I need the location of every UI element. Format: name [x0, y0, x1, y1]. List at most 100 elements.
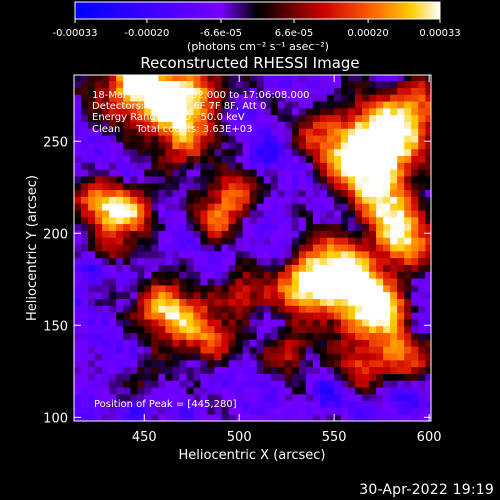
heatmap-cell	[333, 312, 342, 320]
heatmap-cell	[270, 216, 279, 225]
heatmap-cell	[305, 243, 314, 252]
heatmap-cell	[256, 134, 265, 143]
heatmap-cell	[81, 352, 89, 361]
heatmap-cell	[277, 196, 286, 204]
heatmap-cell	[376, 128, 384, 136]
heatmap-cell	[144, 332, 152, 340]
heatmap-cell	[116, 169, 124, 177]
heatmap-cell	[74, 400, 82, 408]
heatmap-cell	[221, 325, 230, 334]
heatmap-cell	[81, 271, 89, 279]
heatmap-cell	[172, 216, 180, 225]
heatmap-cell	[249, 332, 258, 340]
heatmap-cell	[74, 257, 82, 265]
heatmap-cell	[284, 257, 293, 265]
heatmap-cell	[116, 114, 124, 122]
heatmap-cell	[193, 291, 202, 300]
heatmap-cell	[277, 277, 286, 286]
heatmap-cell	[74, 209, 82, 218]
heatmap-cell	[355, 393, 363, 402]
heatmap-cell	[109, 264, 117, 272]
heatmap-cell	[95, 346, 103, 354]
heatmap-cell	[376, 114, 384, 122]
heatmap-cell	[418, 196, 426, 204]
heatmap-cell	[326, 189, 335, 197]
heatmap-cell	[158, 155, 166, 163]
heatmap-cell	[425, 352, 431, 361]
heatmap-cell	[235, 325, 244, 334]
heatmap-cell	[179, 80, 188, 88]
heatmap-cell	[109, 298, 117, 306]
heatmap-cell	[123, 155, 131, 163]
heatmap-cell	[151, 196, 159, 204]
heatmap-cell	[207, 175, 216, 184]
heatmap-cell	[193, 237, 202, 245]
heatmap-cell	[186, 100, 195, 109]
heatmap-cell	[158, 223, 166, 231]
heatmap-cell	[256, 114, 265, 122]
heatmap-cell	[179, 155, 188, 163]
heatmap-cell	[256, 359, 265, 368]
heatmap-cell	[270, 298, 279, 306]
heatmap-cell	[277, 366, 286, 374]
heatmap-cell	[165, 393, 173, 402]
heatmap-cell	[123, 237, 131, 245]
heatmap-cell	[144, 114, 152, 122]
heatmap-cell	[130, 386, 138, 395]
heatmap-cell	[228, 100, 237, 109]
heatmap-cell	[109, 196, 117, 204]
heatmap-cell	[256, 243, 265, 252]
heatmap-cell	[291, 216, 300, 225]
heatmap-cell	[207, 243, 216, 252]
heatmap-cell	[362, 298, 370, 306]
heatmap-cell	[186, 223, 195, 231]
heatmap-cell	[95, 114, 103, 122]
heatmap-cell	[291, 141, 300, 150]
heatmap-cell	[390, 380, 398, 388]
heatmap-cell	[179, 414, 188, 421]
heatmap-cell	[228, 257, 237, 265]
heatmap-cell	[102, 87, 110, 95]
heatmap-cell	[95, 393, 103, 402]
heatmap-cell	[390, 257, 398, 265]
heatmap-cell	[200, 75, 209, 82]
colorbar-tick-label: 0.00033	[419, 28, 460, 39]
heatmap-cell	[242, 284, 251, 293]
heatmap-cell	[270, 94, 279, 102]
heatmap-cell	[207, 366, 216, 374]
heatmap-cell	[355, 121, 363, 129]
heatmap-cell	[298, 128, 307, 136]
heatmap-cell	[102, 339, 110, 347]
heatmap-cell	[340, 312, 349, 320]
heatmap-cell	[277, 100, 286, 109]
heatmap-cell	[186, 291, 195, 300]
heatmap-cell	[298, 87, 307, 95]
heatmap-cell	[130, 175, 138, 184]
heatmap-cell	[102, 393, 110, 402]
heatmap-cell	[200, 264, 209, 272]
heatmap-cell	[228, 264, 237, 272]
heatmap-cell	[425, 339, 431, 347]
heatmap-cell	[256, 414, 265, 421]
heatmap-cell	[179, 209, 188, 218]
heatmap-cell	[404, 114, 412, 122]
heatmap-cell	[214, 189, 223, 197]
heatmap-cell	[348, 237, 356, 245]
heatmap-cell	[123, 107, 131, 116]
heatmap-cell	[144, 277, 152, 286]
heatmap-cell	[151, 216, 159, 225]
heatmap-cell	[340, 121, 349, 129]
heatmap-cell	[376, 400, 384, 408]
heatmap-cell	[369, 94, 377, 102]
heatmap-cell	[291, 223, 300, 231]
heatmap-cell	[172, 373, 180, 381]
heatmap-cell	[305, 169, 314, 177]
heatmap-cell	[123, 312, 131, 320]
heatmap-cell	[383, 250, 391, 259]
heatmap-cell	[333, 87, 342, 95]
heatmap-cell	[340, 189, 349, 197]
heatmap-cell	[137, 284, 145, 293]
heatmap-cell	[425, 141, 431, 150]
heatmap-cell	[326, 284, 335, 293]
heatmap-cell	[74, 373, 82, 381]
